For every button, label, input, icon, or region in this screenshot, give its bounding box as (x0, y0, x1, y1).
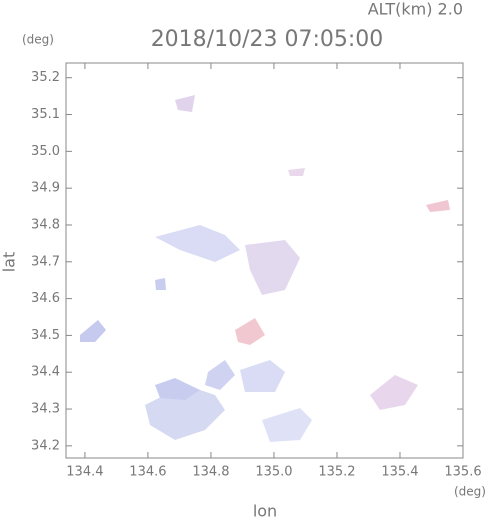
x-tick-label: 134.6 (129, 465, 166, 480)
echo-patch (426, 200, 450, 212)
echo-patch (288, 168, 305, 176)
y-axis-label: lat (0, 252, 19, 273)
y-tick-label: 34.3 (31, 402, 60, 417)
x-tick-label: 135.4 (381, 465, 418, 480)
y-tick-label: 34.7 (31, 254, 60, 269)
x-tick-label: 134.4 (66, 465, 103, 480)
y-tick-label: 34.6 (31, 291, 60, 306)
y-tick-label: 35.0 (31, 144, 60, 159)
echo-patch (370, 375, 418, 410)
x-tick-label: 135.0 (255, 465, 292, 480)
y-tick-label: 35.2 (31, 70, 60, 85)
y-tick-label: 35.1 (31, 107, 60, 122)
x-tick-label: 134.8 (192, 465, 229, 480)
x-axis-label: lon (253, 502, 277, 521)
chart-title: 2018/10/23 07:05:00 (151, 27, 384, 52)
echo-patch (205, 360, 235, 390)
x-unit: (deg) (454, 485, 486, 499)
y-tick-label: 34.5 (31, 328, 60, 343)
echo-patch (80, 320, 106, 342)
echo-patch (155, 225, 240, 262)
echo-patch (245, 240, 300, 295)
y-unit: (deg) (22, 33, 54, 47)
x-tick-label: 135.6 (444, 465, 481, 480)
subtitle: ALT(km) 2.0 (368, 0, 463, 19)
echo-patch (240, 360, 285, 392)
x-tick-label: 135.2 (318, 465, 355, 480)
echo-patch (145, 385, 225, 440)
echo-patch (235, 318, 265, 345)
echo-patch (175, 95, 195, 112)
plot-frame (65, 62, 464, 459)
echo-patches (80, 95, 450, 442)
y-tick-label: 34.8 (31, 217, 60, 232)
echo-patch (155, 378, 200, 400)
echo-patch (262, 408, 312, 442)
echo-patch (155, 278, 166, 290)
y-tick-label: 34.9 (31, 181, 60, 196)
y-tick-label: 34.4 (31, 365, 60, 380)
y-tick-label: 34.2 (31, 438, 60, 453)
